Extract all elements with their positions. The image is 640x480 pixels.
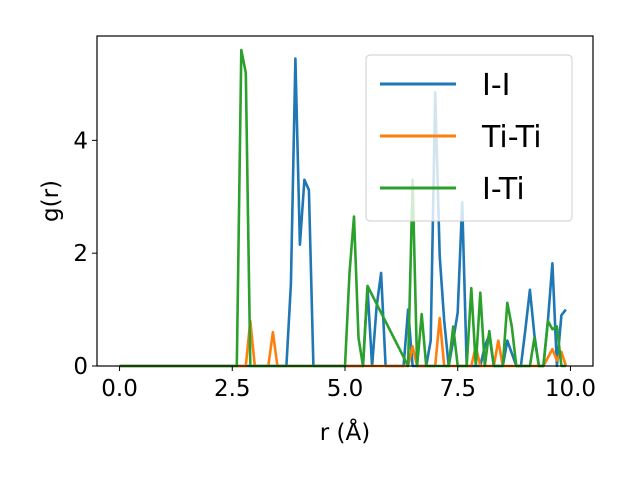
y-tick-label: 4 [73,128,88,154]
legend-box [365,54,573,222]
y-axis-label: g(r) [38,180,64,222]
legend-label-i-ti: I-Ti [482,172,525,207]
legend: I-I Ti-Ti I-Ti [365,54,573,222]
y-tick-label: 0 [73,354,88,380]
x-tick-label: 2.5 [214,376,251,402]
y-tick-label: 2 [73,241,88,267]
legend-entries: I-I Ti-Ti I-Ti [380,68,542,207]
x-axis: 0.0 2.5 5.0 7.5 10.0 [101,366,596,402]
x-tick-label: 7.5 [439,376,476,402]
legend-label-i-i: I-I [482,68,511,103]
y-axis: 0 2 4 [73,128,97,380]
legend-label-ti-ti: Ti-Ti [481,120,542,155]
x-tick-label: 0.0 [101,376,138,402]
x-axis-label: r (Å) [320,418,370,446]
x-tick-label: 5.0 [327,376,364,402]
x-tick-label: 10.0 [545,376,596,402]
